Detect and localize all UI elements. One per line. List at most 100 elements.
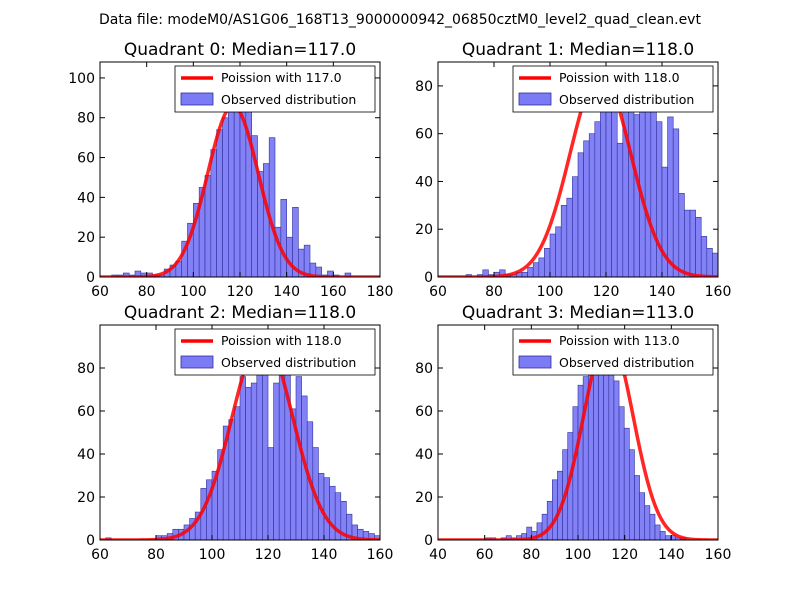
x-tick-label: 40 xyxy=(429,547,447,563)
histogram-bar xyxy=(552,479,558,540)
legend-entry-observed: Observed distribution xyxy=(221,92,356,107)
x-tick-label: 80 xyxy=(522,547,540,563)
figure-title: Data file: modeM0/AS1G06_168T13_90000009… xyxy=(99,12,701,28)
x-tick-label: 140 xyxy=(311,547,338,563)
y-tick-label: 80 xyxy=(415,79,433,95)
histogram-bar xyxy=(600,83,607,277)
y-tick-label: 100 xyxy=(68,71,95,87)
x-tick-label: 120 xyxy=(611,547,638,563)
histogram-bar xyxy=(267,447,274,540)
legend: Poission with 113.0 Observed distribution xyxy=(512,328,714,376)
histogram-bar xyxy=(583,140,590,277)
y-tick-label: 60 xyxy=(77,404,95,420)
chart-panel-1: Quadrant 1: Median=118.0 60 80 100 120 140 160… xyxy=(415,40,732,300)
histogram-bar xyxy=(329,485,336,540)
histogram-bar xyxy=(603,346,610,540)
histogram-bar xyxy=(286,236,293,277)
y-tick-label: 80 xyxy=(77,111,95,127)
x-tick-label: 140 xyxy=(649,284,676,300)
histogram-bar xyxy=(664,535,671,540)
x-tick-label: 100 xyxy=(180,284,207,300)
histogram-bar xyxy=(273,382,280,540)
chart-panel-0: Quadrant 0: Median=117.0 60 80 100 120 140 160… xyxy=(68,40,393,300)
legend-bar-swatch xyxy=(180,92,214,106)
x-tick-label: 140 xyxy=(658,547,685,563)
histogram-bar xyxy=(245,387,252,540)
x-tick-label: 160 xyxy=(320,284,347,300)
histogram-bar xyxy=(566,197,573,277)
y-tick-label: 0 xyxy=(86,533,95,549)
x-tick-label: 120 xyxy=(227,284,254,300)
histogram-bar xyxy=(527,267,534,277)
x-tick-label: 180 xyxy=(367,284,394,300)
histogram-bar xyxy=(659,531,666,540)
histogram-bar xyxy=(712,252,718,277)
histogram-bar xyxy=(644,505,651,540)
histogram-bar xyxy=(695,216,702,277)
histogram-bar xyxy=(613,380,620,540)
histogram-bar xyxy=(216,129,223,277)
x-tick-label: 160 xyxy=(705,284,732,300)
x-tick-label: 160 xyxy=(705,547,732,563)
histogram-bar xyxy=(210,149,217,277)
y-tick-label: 0 xyxy=(424,270,433,286)
chart-title: Quadrant 1: Median=118.0 xyxy=(462,40,694,60)
legend: Poission with 118.0 Observed distribution xyxy=(174,328,376,376)
legend-entry-observed: Observed distribution xyxy=(559,355,694,370)
histogram-bar xyxy=(700,236,708,277)
histogram-bar xyxy=(634,475,640,540)
panels: Quadrant 0: Median=117.0 60 80 100 120 140 160… xyxy=(68,40,732,563)
y-tick-label: 40 xyxy=(415,447,433,463)
histogram-bar xyxy=(667,116,674,277)
histogram-bar xyxy=(555,226,562,277)
y-tick-label: 80 xyxy=(77,361,95,377)
histogram-bar xyxy=(608,363,615,540)
legend: Poission with 118.0 Observed distribution xyxy=(512,65,714,113)
histogram-bar xyxy=(618,406,625,540)
chart-title: Quadrant 2: Median=118.0 xyxy=(124,303,356,323)
y-tick-label: 0 xyxy=(424,533,433,549)
histogram-bar xyxy=(262,367,269,540)
histogram-bar xyxy=(546,500,553,540)
x-tick-label: 80 xyxy=(485,284,503,300)
histogram-bar xyxy=(256,346,263,540)
histogram-bar xyxy=(588,133,596,277)
histogram-bar xyxy=(239,376,246,540)
histogram-bar xyxy=(228,93,235,277)
y-tick-label: 20 xyxy=(415,490,433,506)
x-tick-label: 60 xyxy=(476,547,494,563)
legend-bar-swatch xyxy=(518,92,552,106)
histogram-bar xyxy=(577,384,584,540)
histogram-bar xyxy=(678,193,685,277)
legend-entry-poisson: Poission with 118.0 xyxy=(221,333,342,348)
histogram-bar xyxy=(499,269,506,277)
legend-entry-poisson: Poission with 113.0 xyxy=(559,333,680,348)
y-tick-label: 60 xyxy=(415,404,433,420)
histogram-bar xyxy=(234,406,241,540)
histogram-bar xyxy=(623,427,630,540)
histogram-bar xyxy=(649,513,656,540)
histogram-bar xyxy=(204,175,212,277)
histogram-bar xyxy=(292,207,299,277)
histogram-bar xyxy=(532,262,540,277)
legend-entry-observed: Observed distribution xyxy=(559,92,694,107)
legend-entry-observed: Observed distribution xyxy=(221,355,356,370)
legend: Poission with 117.0 Observed distribution xyxy=(174,65,376,113)
histogram-bar xyxy=(268,137,276,277)
histogram-bar xyxy=(560,205,568,277)
histogram-bar xyxy=(639,492,646,540)
x-tick-label: 140 xyxy=(273,284,300,300)
x-tick-label: 60 xyxy=(91,547,109,563)
x-tick-label: 80 xyxy=(138,284,156,300)
x-tick-label: 120 xyxy=(593,284,620,300)
legend-entry-poisson: Poission with 118.0 xyxy=(559,70,680,85)
histogram-bar xyxy=(344,272,352,277)
legend-entry-poisson: Poission with 117.0 xyxy=(221,70,342,85)
x-tick-label: 160 xyxy=(367,547,394,563)
x-tick-label: 100 xyxy=(537,284,564,300)
histogram-bar xyxy=(295,376,302,540)
x-tick-label: 120 xyxy=(255,547,282,563)
axes-frame xyxy=(437,61,719,278)
histogram-bar xyxy=(644,95,652,277)
